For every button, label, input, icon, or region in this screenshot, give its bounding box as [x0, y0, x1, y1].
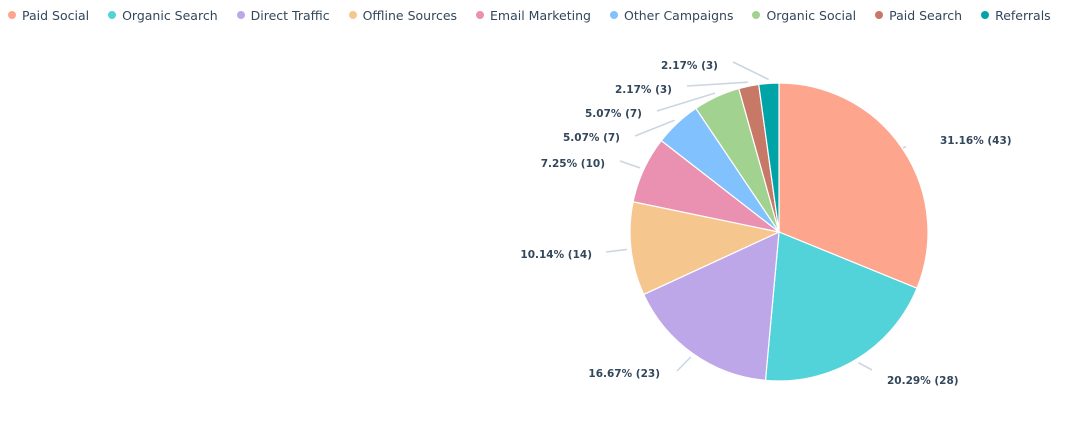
slice-data-label: 20.29% (28)	[887, 375, 959, 387]
legend-label: Organic Search	[122, 7, 218, 23]
legend-item[interactable]: Paid Search	[875, 8, 962, 23]
legend-swatch	[476, 11, 485, 19]
slice-leader-line	[634, 119, 675, 137]
pie-slice[interactable]	[629, 200, 781, 296]
legend-item[interactable]: Email Marketing	[476, 8, 591, 23]
slice-data-label: 7.25% (10)	[541, 158, 605, 170]
legend-swatch	[348, 11, 357, 19]
slice-data-label: 2.17% (3)	[661, 60, 718, 72]
legend-swatch	[981, 11, 990, 19]
pie-slice[interactable]	[642, 231, 780, 382]
legend-label: Paid Social	[22, 7, 90, 23]
legend-swatch	[8, 11, 16, 19]
legend-item[interactable]: Other Campaigns	[609, 7, 734, 23]
slice-leader-line	[732, 61, 769, 81]
legend-swatch	[108, 11, 117, 19]
pie-slice[interactable]	[778, 82, 929, 290]
legend-label: Other Campaigns	[623, 7, 734, 23]
legend-label: Paid Search	[889, 7, 963, 23]
legend-item[interactable]: Organic Social	[752, 8, 856, 23]
legend-item[interactable]: Organic Search	[108, 8, 218, 23]
legend-label: Referrals	[995, 7, 1051, 23]
legend-label: Organic Social	[766, 7, 857, 23]
slice-data-label: 10.14% (14)	[520, 249, 592, 261]
legend-item[interactable]: Offline Sources	[348, 7, 458, 23]
slice-data-label: 5.07% (7)	[563, 132, 620, 144]
slice-leader-line	[902, 145, 907, 149]
pie-slice[interactable]	[758, 82, 780, 233]
legend-label: Offline Sources	[362, 7, 458, 23]
slice-data-label: 31.16% (43)	[940, 135, 1012, 147]
slice-leader-line	[619, 160, 641, 169]
slice-data-label: 16.67% (23)	[588, 368, 660, 380]
pie-slice[interactable]	[764, 231, 918, 382]
slice-data-label: 2.17% (3)	[615, 84, 672, 96]
slice-data-label: 5.07% (7)	[585, 108, 642, 120]
legend-item[interactable]: Direct Traffic	[236, 7, 330, 23]
chart-legend: Paid Social Organic Search Direct Traffic O…	[8, 6, 1063, 24]
slice-leader-line	[686, 81, 748, 87]
legend-item[interactable]: Paid Social	[8, 8, 89, 23]
legend-label: Direct Traffic	[250, 7, 330, 23]
legend-swatch	[609, 11, 618, 19]
legend-item[interactable]: Referrals	[981, 8, 1051, 23]
legend-swatch	[236, 11, 245, 19]
slice-leader-line	[605, 248, 628, 253]
legend-swatch	[752, 11, 761, 19]
slice-leader-line	[858, 361, 873, 371]
legend-swatch	[875, 11, 884, 19]
legend-label: Email Marketing	[490, 7, 591, 23]
slice-leader-line	[676, 356, 692, 372]
slice-leader-line	[656, 92, 716, 112]
